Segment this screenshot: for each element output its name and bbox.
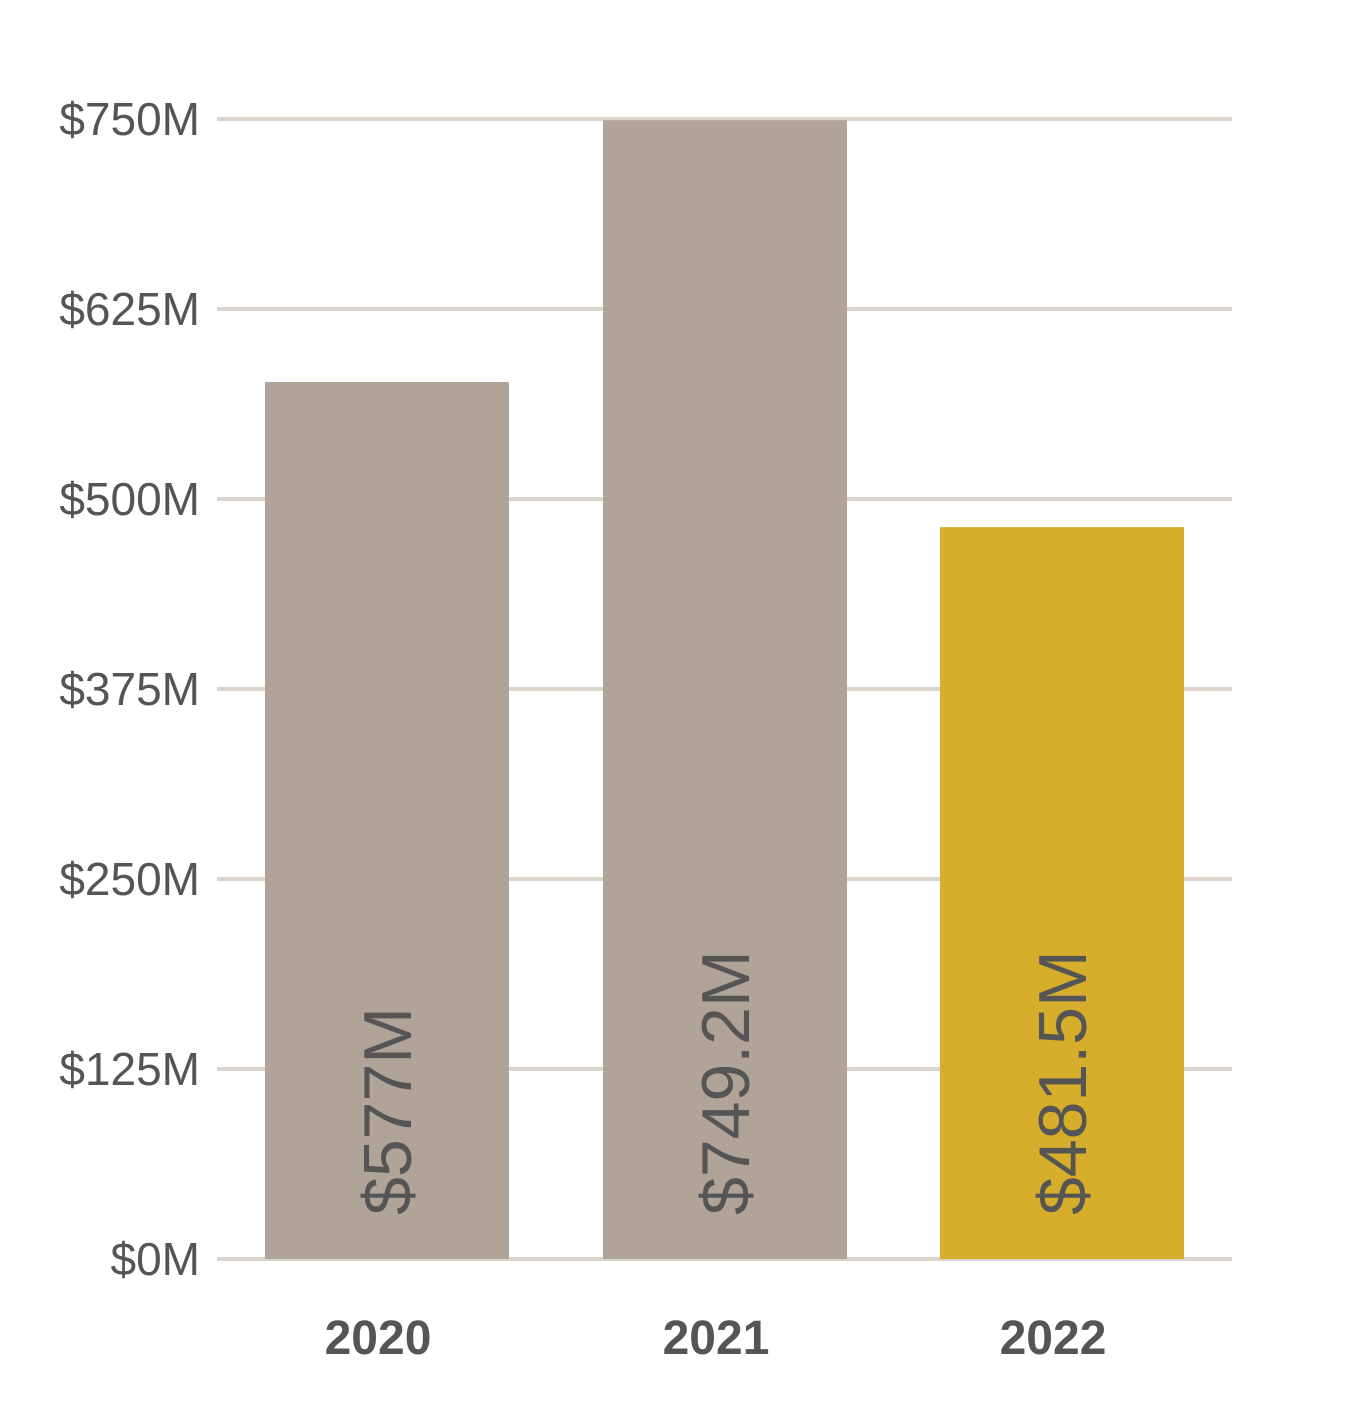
bar-2022 (940, 527, 1184, 1259)
y-tick-label: $750M (59, 93, 200, 145)
x-category-label: 2022 (1000, 1312, 1107, 1365)
x-category-label: 2021 (663, 1312, 770, 1365)
bar-value-label: $577M (350, 1007, 426, 1215)
y-tick-label: $625M (59, 283, 200, 335)
y-tick-label: $0M (111, 1233, 200, 1285)
y-tick-label: $125M (59, 1043, 200, 1095)
bar-value-labels: $577M $749.2M $481.5M (350, 950, 1101, 1215)
y-tick-label: $500M (59, 473, 200, 525)
x-category-label: 2020 (325, 1312, 432, 1365)
bar-2020 (265, 381, 509, 1260)
y-tick-label: $250M (59, 853, 200, 905)
bars (265, 120, 1184, 1260)
bar-value-label: $749.2M (688, 950, 764, 1215)
bar-value-label: $481.5M (1025, 950, 1101, 1215)
y-tick-label: $375M (59, 663, 200, 715)
x-axis-categories: 2020 2021 2022 (325, 1312, 1107, 1365)
bar-2021 (603, 120, 847, 1259)
y-axis-ticks: $0M $125M $250M $375M $500M $625M $750M (59, 93, 200, 1285)
